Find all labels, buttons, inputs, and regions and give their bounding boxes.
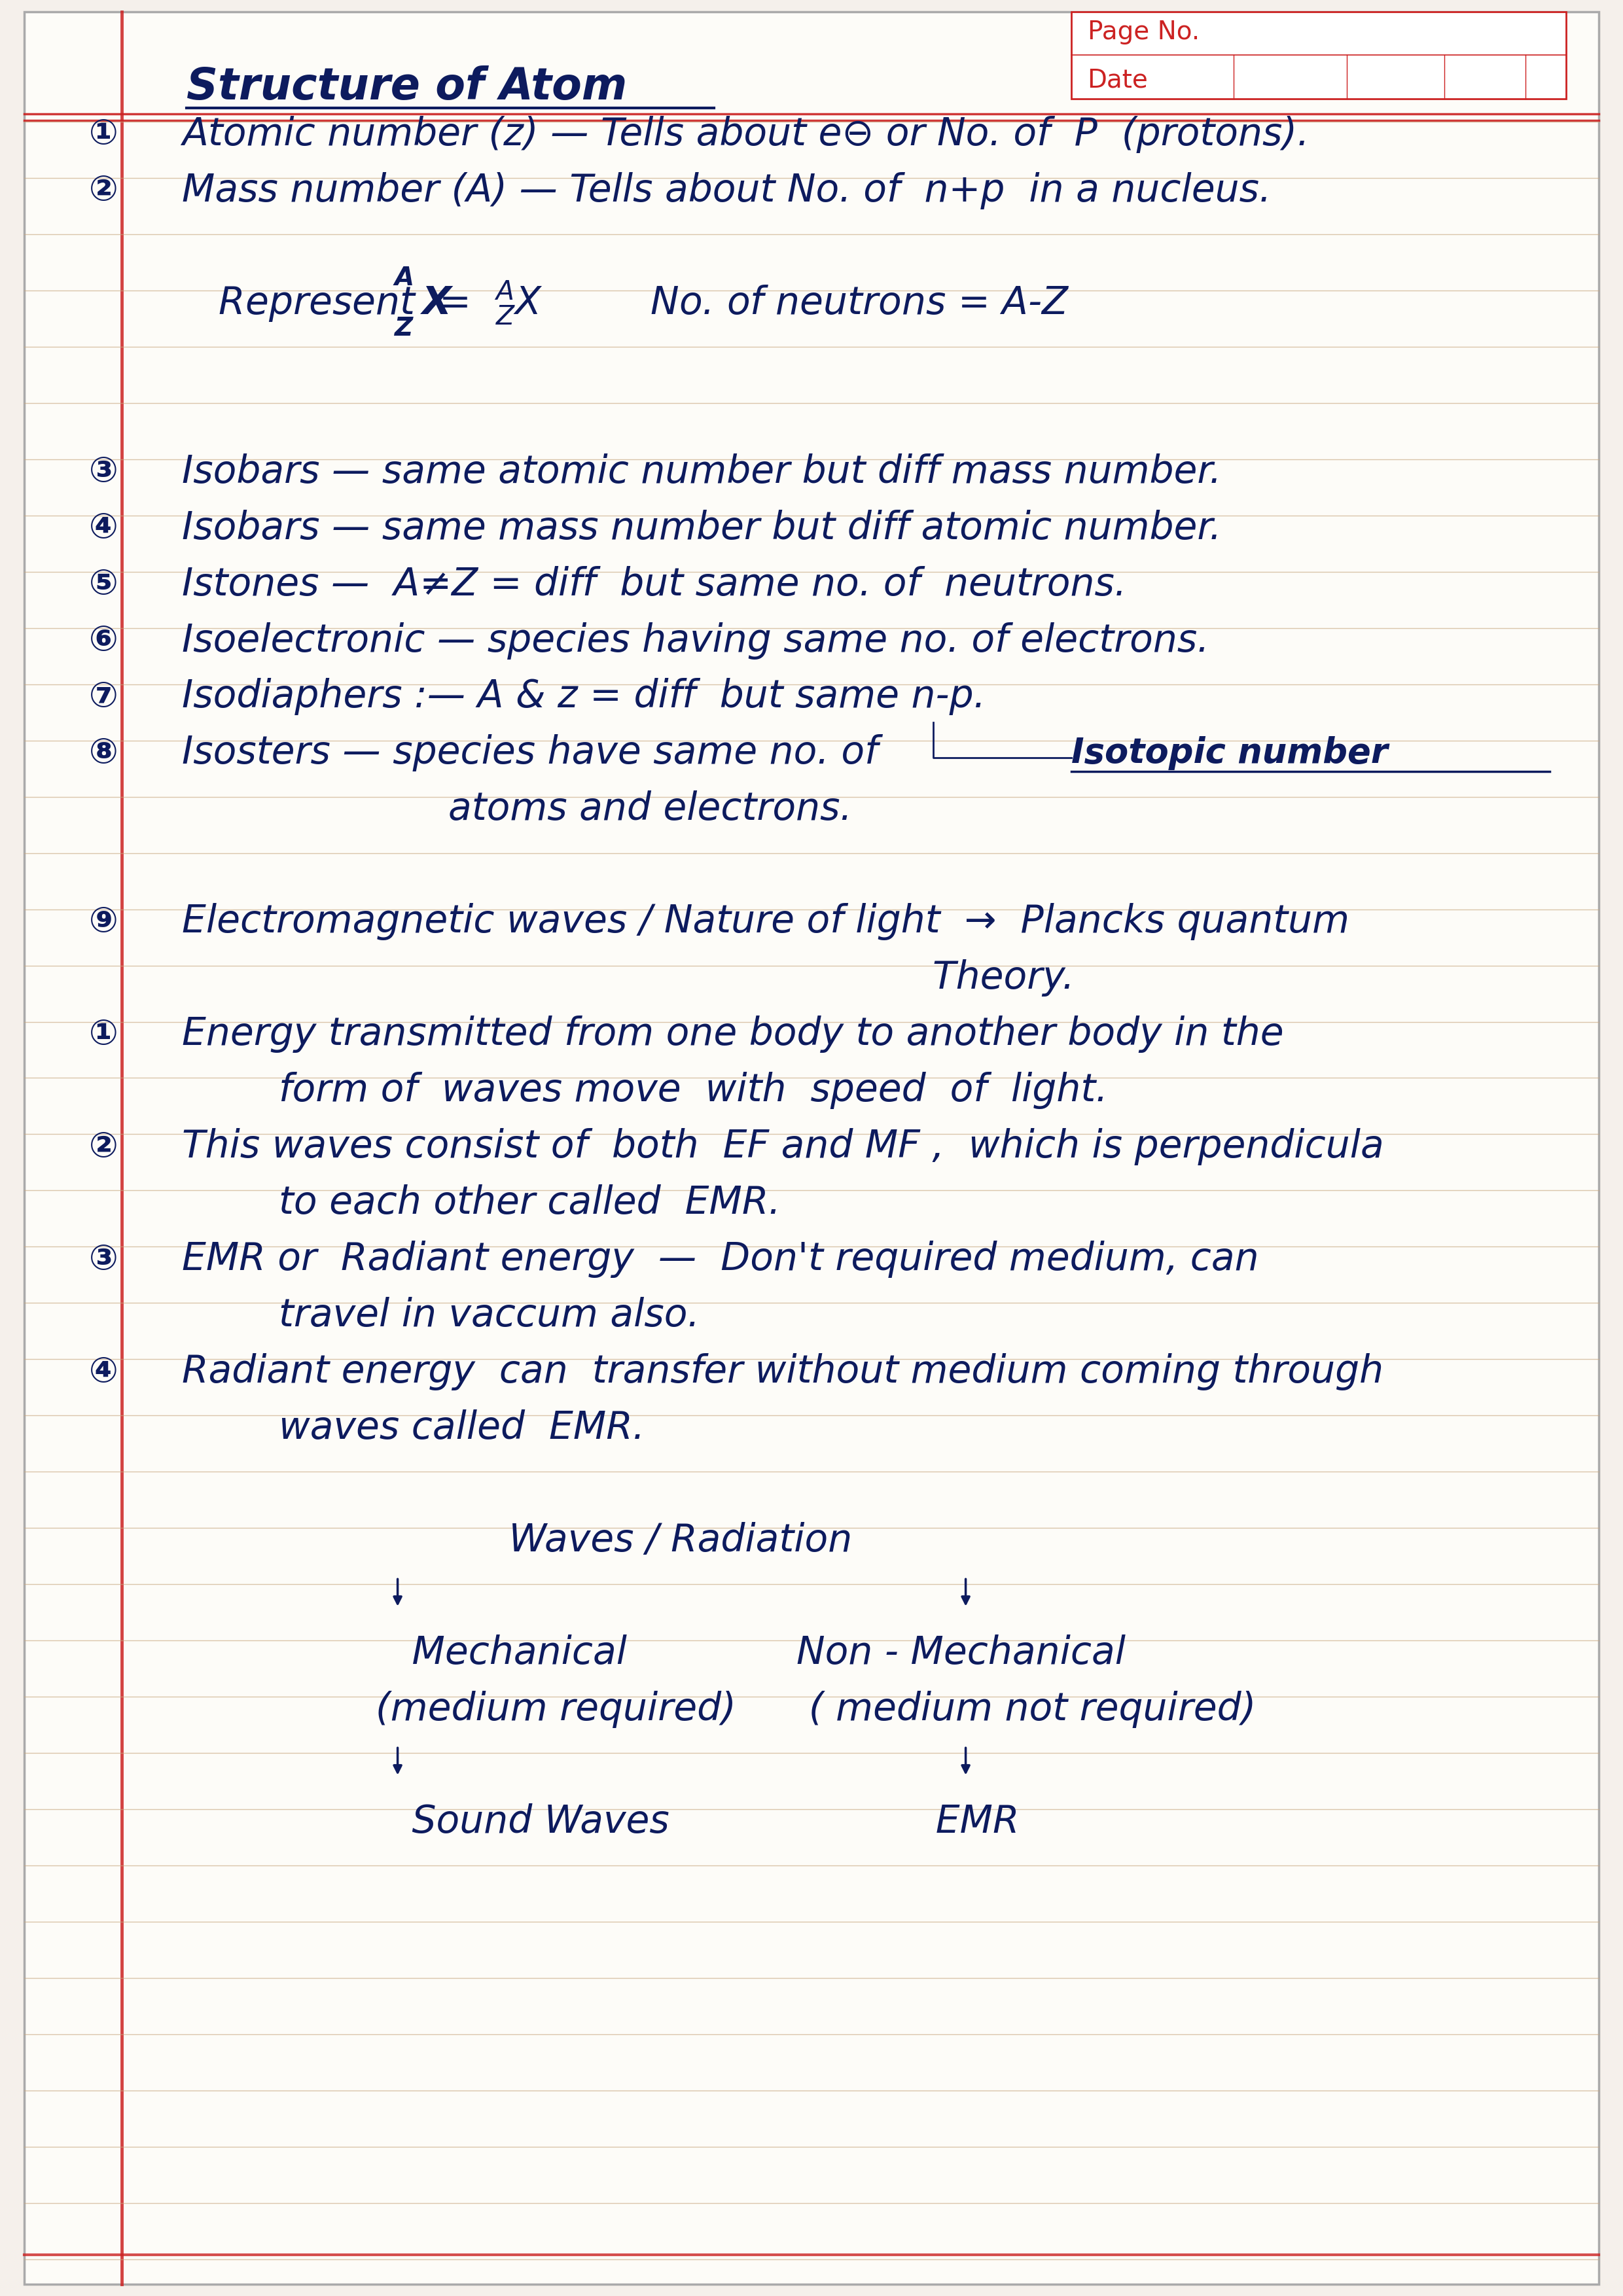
Text: Isoelectronic — species having same no. of electrons.: Isoelectronic — species having same no. … <box>182 622 1209 659</box>
Text: ⑧: ⑧ <box>89 737 118 769</box>
Text: ②: ② <box>89 1130 118 1164</box>
Text: Page No.: Page No. <box>1087 21 1199 44</box>
Text: Electromagnetic waves / Nature of light  →  Plancks quantum: Electromagnetic waves / Nature of light … <box>182 902 1349 941</box>
Text: Energy transmitted from one body to another body in the: Energy transmitted from one body to anot… <box>182 1015 1284 1054</box>
Text: Isotopic number: Isotopic number <box>1071 737 1388 769</box>
Text: Date: Date <box>1087 69 1147 92</box>
Text: ①: ① <box>89 117 118 152</box>
Text: ④: ④ <box>89 1355 118 1389</box>
Text: Atomic number (z) — Tells about e⊖ or No. of  P  (protons).: Atomic number (z) — Tells about e⊖ or No… <box>182 115 1310 154</box>
Text: travel in vaccum also.: travel in vaccum also. <box>182 1297 700 1334</box>
Text: form of  waves move  with  speed  of  light.: form of waves move with speed of light. <box>182 1072 1107 1109</box>
Text: ②: ② <box>89 174 118 207</box>
Text: This waves consist of  both  EF and MF ,  which is perpendicula: This waves consist of both EF and MF , w… <box>182 1127 1384 1166</box>
Text: atoms and electrons.: atoms and electrons. <box>182 790 852 829</box>
Text: Isodiaphers :— A & z = diff  but same n-p.: Isodiaphers :— A & z = diff but same n-p… <box>182 677 985 716</box>
Text: Isosters — species have same no. of: Isosters — species have same no. of <box>182 735 878 771</box>
Text: ④: ④ <box>89 512 118 544</box>
Text: Istones —  A≠Z = diff  but same no. of  neutrons.: Istones — A≠Z = diff but same no. of neu… <box>182 565 1126 604</box>
Text: ①: ① <box>89 1017 118 1052</box>
Text: Mass number (A) — Tells about No. of  n+p  in a nucleus.: Mass number (A) — Tells about No. of n+p… <box>182 172 1271 209</box>
Text: X: X <box>422 285 451 321</box>
Text: Isobars — same mass number but diff atomic number.: Isobars — same mass number but diff atom… <box>182 510 1222 546</box>
Text: ⑤: ⑤ <box>89 567 118 602</box>
Text: ⑦: ⑦ <box>89 680 118 714</box>
Text: Represent  =  $^A_Z$X         No. of neutrons = A-Z: Represent = $^A_Z$X No. of neutrons = A-… <box>182 280 1070 326</box>
FancyBboxPatch shape <box>1071 11 1566 99</box>
Text: ③: ③ <box>89 1242 118 1277</box>
Text: Structure of Atom: Structure of Atom <box>187 67 626 108</box>
Text: ⑥: ⑥ <box>89 625 118 657</box>
Text: to each other called  EMR.: to each other called EMR. <box>182 1185 781 1221</box>
Text: Isobars — same atomic number but diff mass number.: Isobars — same atomic number but diff ma… <box>182 452 1222 491</box>
FancyBboxPatch shape <box>24 11 1599 2285</box>
Text: Radiant energy  can  transfer without medium coming through: Radiant energy can transfer without medi… <box>182 1352 1383 1391</box>
Text: ⑨: ⑨ <box>89 905 118 939</box>
Text: Mechanical              Non - Mechanical: Mechanical Non - Mechanical <box>182 1635 1125 1671</box>
Text: (medium required)      ( medium not required): (medium required) ( medium not required) <box>182 1690 1256 1729</box>
Text: EMR or  Radiant energy  —  Don't required medium, can: EMR or Radiant energy — Don't required m… <box>182 1240 1259 1279</box>
Text: waves called  EMR.: waves called EMR. <box>182 1410 644 1446</box>
Text: ③: ③ <box>89 455 118 489</box>
Text: Sound Waves                      EMR: Sound Waves EMR <box>182 1802 1019 1841</box>
Text: Waves / Radiation: Waves / Radiation <box>182 1522 852 1559</box>
Text: Z: Z <box>394 317 412 340</box>
Text: A: A <box>394 266 414 289</box>
Text: Theory.: Theory. <box>182 960 1074 996</box>
